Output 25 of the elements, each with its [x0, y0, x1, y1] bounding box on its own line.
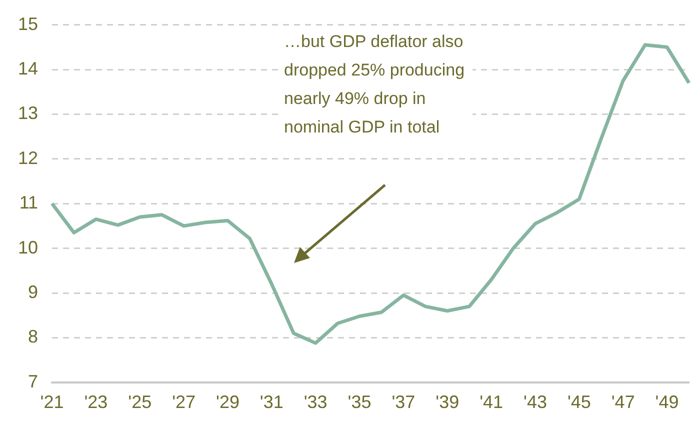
x-tick-label: '45 — [567, 392, 591, 412]
y-tick-label: 12 — [18, 148, 38, 168]
x-tick-label: '47 — [611, 392, 635, 412]
x-tick-label: '29 — [216, 392, 240, 412]
y-tick-label: 9 — [28, 282, 38, 302]
x-tick-label: '33 — [304, 392, 328, 412]
x-tick-label: '41 — [480, 392, 504, 412]
y-tick-label: 8 — [28, 326, 38, 347]
y-tick-label: 10 — [18, 237, 38, 258]
y-tick-label: 11 — [19, 192, 38, 213]
x-tick-label: '21 — [40, 392, 64, 412]
y-tick-label: 14 — [18, 58, 38, 78]
y-tick-label: 15 — [18, 14, 38, 34]
x-tick-label: '49 — [655, 392, 679, 412]
y-tick-label: 7 — [28, 371, 38, 392]
x-tick-label: '23 — [84, 392, 108, 412]
y-tick-label: 13 — [18, 103, 38, 124]
x-tick-label: '35 — [348, 392, 372, 412]
x-tick-label: '31 — [260, 392, 284, 412]
x-tick-label: '43 — [524, 392, 547, 412]
x-tick-label: '25 — [128, 392, 152, 412]
x-tick-label: '37 — [392, 392, 416, 412]
x-tick-label: '39 — [436, 392, 460, 412]
annotation: …but GDP deflator also dropped 25% producing nearly 49% drop in nominal GDP in total — [284, 32, 465, 137]
x-tick-label: '27 — [172, 392, 196, 412]
